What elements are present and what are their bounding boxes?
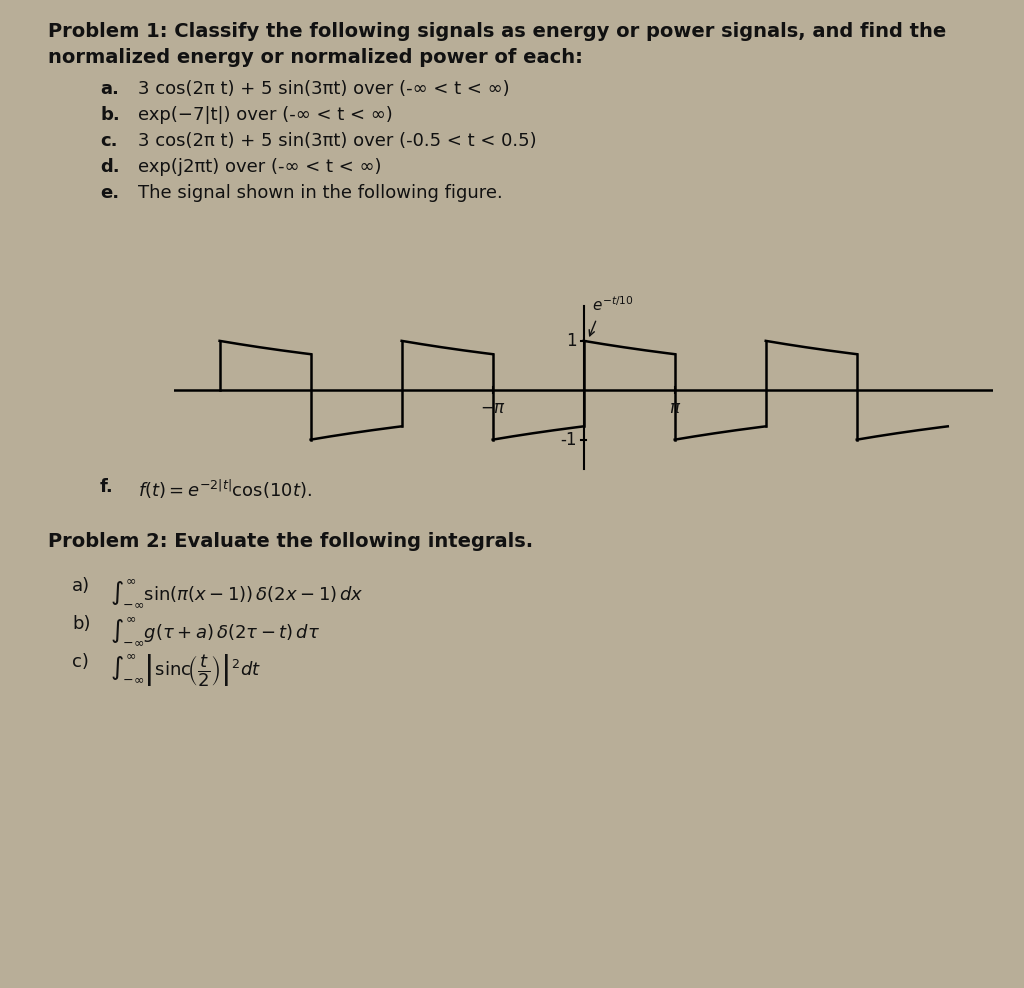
Text: 3 cos(2π t) + 5 sin(3πt) over (-∞ < t < ∞): 3 cos(2π t) + 5 sin(3πt) over (-∞ < t < …: [138, 80, 510, 98]
Text: The signal shown in the following figure.: The signal shown in the following figure…: [138, 184, 503, 202]
Text: exp(−7|t|) over (-∞ < t < ∞): exp(−7|t|) over (-∞ < t < ∞): [138, 106, 393, 124]
Text: -1: -1: [560, 431, 577, 449]
Text: $f(t) = e^{-2|t|}\mathrm{cos}(10t).$: $f(t) = e^{-2|t|}\mathrm{cos}(10t).$: [138, 478, 312, 501]
Text: exp(j2πt) over (-∞ < t < ∞): exp(j2πt) over (-∞ < t < ∞): [138, 158, 382, 176]
Text: f.: f.: [100, 478, 114, 496]
Text: $\pi$: $\pi$: [669, 399, 681, 417]
Text: a.: a.: [100, 80, 119, 98]
Text: 3 cos(2π t) + 5 sin(3πt) over (-0.5 < t < 0.5): 3 cos(2π t) + 5 sin(3πt) over (-0.5 < t …: [138, 132, 537, 150]
Text: b): b): [72, 615, 90, 633]
Text: 1: 1: [566, 332, 577, 350]
Text: $\int_{-\infty}^{\infty} \left|\mathrm{sinc}\!\left(\dfrac{t}{2}\right)\right|^2: $\int_{-\infty}^{\infty} \left|\mathrm{s…: [110, 653, 261, 690]
Text: $\int_{-\infty}^{\infty} g(\tau+a)\,\delta(2\tau-t)\,d\tau$: $\int_{-\infty}^{\infty} g(\tau+a)\,\del…: [110, 615, 321, 647]
Text: Problem 1: Classify the following signals as energy or power signals, and find t: Problem 1: Classify the following signal…: [48, 22, 946, 41]
Text: b.: b.: [100, 106, 120, 124]
Text: a): a): [72, 577, 90, 595]
Text: c): c): [72, 653, 89, 671]
Text: $\int_{-\infty}^{\infty} \sin(\pi(x-1))\,\delta(2x-1)\,dx$: $\int_{-\infty}^{\infty} \sin(\pi(x-1))\…: [110, 577, 364, 609]
Text: $e^{-t/10}$: $e^{-t/10}$: [592, 295, 634, 314]
Text: d.: d.: [100, 158, 120, 176]
Text: c.: c.: [100, 132, 118, 150]
Text: e.: e.: [100, 184, 119, 202]
Text: normalized energy or normalized power of each:: normalized energy or normalized power of…: [48, 48, 583, 67]
Text: Problem 2: Evaluate the following integrals.: Problem 2: Evaluate the following integr…: [48, 532, 534, 551]
Text: $-\pi$: $-\pi$: [479, 399, 506, 417]
